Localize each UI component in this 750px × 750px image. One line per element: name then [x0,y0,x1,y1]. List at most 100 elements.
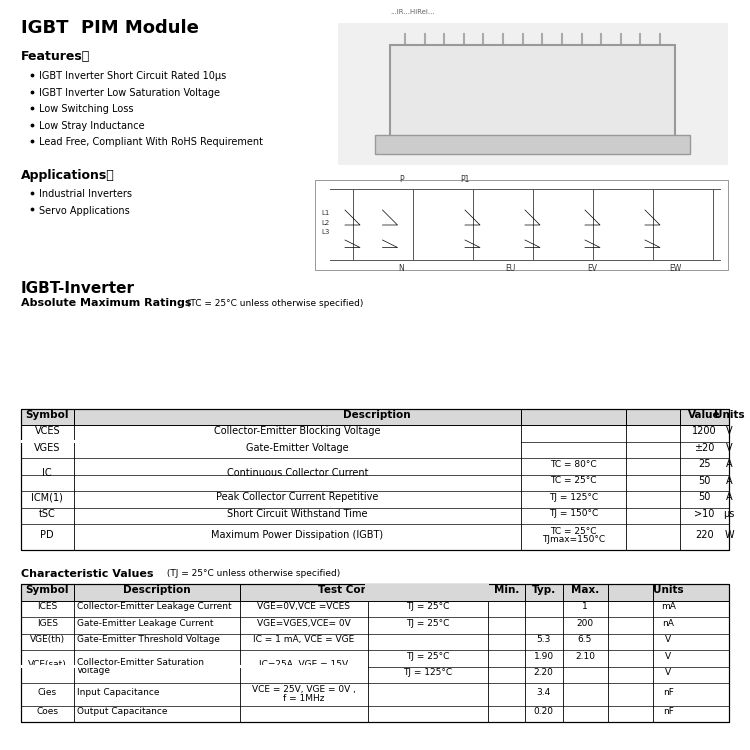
Text: TC = 25°C: TC = 25°C [550,476,597,485]
Bar [21,584,729,722]
Text: Continuous Collector Current: Continuous Collector Current [226,467,368,478]
Text: Value: Value [688,410,721,420]
Text: Characteristic Values: Characteristic Values [21,569,154,579]
Text: VGES: VGES [34,442,61,453]
Text: >10: >10 [694,509,715,519]
Text: VCE = 25V, VGE = 0V ,: VCE = 25V, VGE = 0V , [252,685,356,694]
Bar [21,683,729,706]
Text: Input Capacitance: Input Capacitance [77,688,160,697]
Text: Collector-Emitter Saturation: Collector-Emitter Saturation [77,658,204,667]
Bar [21,440,521,443]
Text: Features：: Features： [21,50,90,63]
Bar [21,409,729,550]
Text: nA: nA [662,619,674,628]
Text: 50: 50 [698,476,710,486]
Text: Min.: Min. [494,585,519,596]
Text: Industrial Inverters: Industrial Inverters [39,189,132,199]
Text: IC: IC [43,467,52,478]
Text: 2.10: 2.10 [575,652,595,661]
Text: Cies: Cies [38,688,57,697]
Text: (TC = 25°C unless otherwise specified): (TC = 25°C unless otherwise specified) [184,298,363,307]
Text: A: A [726,459,732,470]
Text: Short Circuit Withstand Time: Short Circuit Withstand Time [227,509,368,519]
Bar [21,409,729,425]
Bar [21,665,368,668]
Bar [21,442,729,458]
Bar [338,22,728,165]
Text: V: V [726,442,732,453]
Text: Gate-Emitter Threshold Voltage: Gate-Emitter Threshold Voltage [77,635,220,644]
Text: TJ = 25°C: TJ = 25°C [406,602,449,611]
Text: VGE=0V,VCE =VCES: VGE=0V,VCE =VCES [257,602,350,611]
Text: ±20: ±20 [694,442,715,453]
Text: VCES: VCES [34,426,60,436]
Text: Typ.: Typ. [532,585,556,596]
Text: IGBT-Inverter: IGBT-Inverter [21,281,135,296]
Text: Test Conditions: Test Conditions [319,585,409,596]
Bar [365,584,370,601]
Text: J1: J1 [615,131,626,141]
Text: IGBT  PIM Module: IGBT PIM Module [21,19,199,37]
Bar [21,601,729,617]
Text: 3.4: 3.4 [537,688,550,697]
Text: Max.: Max. [571,585,599,596]
Bar [366,584,489,601]
Text: 220: 220 [695,530,713,540]
Text: TC = 25°C: TC = 25°C [550,526,597,536]
Bar [21,409,729,425]
Text: PD: PD [40,530,54,540]
Text: IC=25A ,VGE = 15V: IC=25A ,VGE = 15V [260,660,348,669]
Text: 50: 50 [698,492,710,502]
Text: VGE=VGES,VCE= 0V: VGE=VGES,VCE= 0V [256,619,350,628]
Text: V: V [665,668,671,677]
Bar [21,584,729,722]
Text: 0.20: 0.20 [534,707,554,716]
Bar [21,584,729,601]
Text: 25: 25 [698,459,710,470]
Text: Peak Collector Current Repetitive: Peak Collector Current Repetitive [216,492,379,502]
Text: L1: L1 [322,210,330,216]
Text: P: P [399,176,404,184]
Text: 2.20: 2.20 [534,668,554,677]
Text: 1: 1 [582,602,588,611]
Text: Voltage: Voltage [77,666,111,675]
Text: Lead Free, Compliant With RoHS Requirement: Lead Free, Compliant With RoHS Requireme… [39,137,263,147]
Text: N: N [398,264,404,273]
Text: Symbol: Symbol [26,585,69,596]
Bar [375,135,690,154]
Text: EW: EW [669,264,681,273]
Text: V: V [665,635,671,644]
Text: Units: Units [714,410,744,420]
Text: IC = 1 mA, VCE = VGE: IC = 1 mA, VCE = VGE [253,635,354,644]
Text: f = 1MHz: f = 1MHz [283,694,325,703]
Text: V: V [665,652,671,661]
Bar [315,180,728,270]
Text: Coes: Coes [36,707,58,716]
Text: L2: L2 [322,220,330,226]
Bar [21,584,729,601]
Text: A: A [726,492,732,502]
Bar [21,491,729,508]
Text: TJ = 25°C: TJ = 25°C [406,619,449,628]
Text: TJ = 125°C: TJ = 125°C [549,493,598,502]
Bar [21,634,729,650]
Text: Absolute Maximum Ratings: Absolute Maximum Ratings [21,298,191,308]
Bar [21,650,729,667]
Text: Gate-Emitter Voltage: Gate-Emitter Voltage [246,442,349,453]
Text: IGES: IGES [37,619,58,628]
Text: TJ = 125°C: TJ = 125°C [403,668,452,677]
Text: 6.5: 6.5 [578,635,592,644]
Bar [21,458,729,475]
Text: ...IR...HiRel...: ...IR...HiRel... [390,9,435,15]
Text: Symbol: Symbol [26,410,69,420]
Text: V: V [726,426,732,436]
Text: Output Capacitance: Output Capacitance [77,707,168,716]
Bar [21,475,729,491]
Text: TJmax=150°C: TJmax=150°C [542,535,605,544]
Text: μs: μs [723,509,735,519]
Text: Collector-Emitter Blocking Voltage: Collector-Emitter Blocking Voltage [214,426,380,436]
Text: ICM(1): ICM(1) [32,492,63,502]
Text: ICES: ICES [37,602,57,611]
Text: IGBT Inverter Short Circuit Rated 10μs: IGBT Inverter Short Circuit Rated 10μs [39,71,226,81]
Bar [315,180,728,270]
